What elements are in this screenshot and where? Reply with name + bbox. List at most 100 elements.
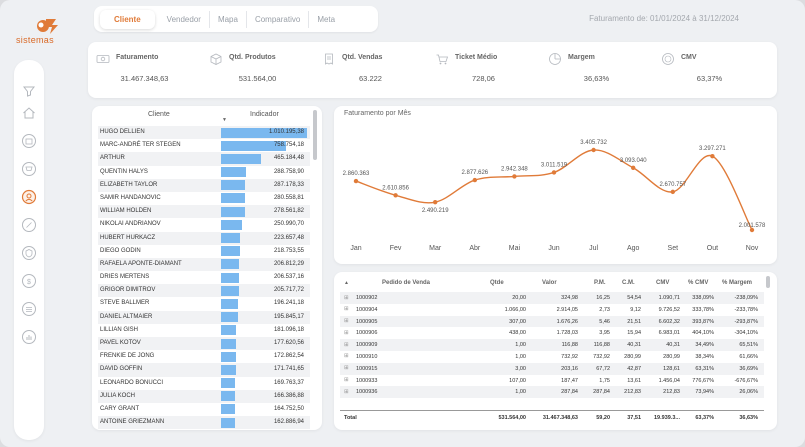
table-row[interactable]: DANIEL ALTMAIER 195.845,17 [98,310,310,324]
value-bar [221,312,238,323]
tab-meta[interactable]: Meta [317,14,336,24]
data-point[interactable] [433,199,438,205]
expand-icon[interactable]: ⊞ [344,341,349,348]
table-row[interactable]: GRIGOR DIMITROV 205.717,72 [98,284,310,298]
table-row[interactable]: SAMIR HANDANOVIC 280.558,81 [98,192,310,205]
table-row[interactable]: ANTOINE GRIEZMANN 162.886,94 [98,416,310,430]
data-label: 2.490.219 [422,208,449,214]
data-point[interactable] [512,174,517,179]
order-cell: 438,00 [509,330,526,337]
customer-value: 162.886,94 [273,419,304,426]
kpi-value: 531.564,00 [238,74,277,83]
table-row[interactable]: PAVEL KOTOV 177.620,56 [98,337,310,351]
store-icon[interactable] [20,132,38,150]
expand-icon[interactable]: ⊞ [344,388,349,395]
col-cm[interactable]: C.M. [622,280,635,286]
order-cell: 15,94 [627,330,641,337]
col-cliente[interactable]: Cliente [148,111,170,118]
table-row[interactable]: LEONARDO BONUCCI 169.763,37 [98,377,310,390]
table-row[interactable]: ⊞ 1000910 1,00 732,92 732,92 280,99 280,99 38,3… [340,351,764,363]
dollar-icon[interactable]: $ [20,272,38,290]
value-bar [221,153,261,164]
col-qtde[interactable]: Qtde [490,280,504,286]
table-row[interactable]: HUGO DELLIEN 1.010.195,38 [98,126,310,140]
sort-up-icon[interactable]: ▲ [344,280,349,286]
col-indicador[interactable]: Indicador [250,111,279,118]
kpi-label: Margem [568,54,595,61]
customer-scrollbar[interactable] [313,110,317,160]
cart-icon[interactable] [20,160,38,178]
table-row[interactable]: DIEGO GODIN 218.753,55 [98,245,310,258]
col-cmv[interactable]: CMV [656,280,670,286]
data-point[interactable] [670,189,675,195]
col-pedido[interactable]: Pedido de Venda [382,280,431,286]
order-cell: 116,88 [593,342,610,349]
tab-comparativo[interactable]: Comparativo [247,10,310,28]
order-cell: 13,61 [627,377,641,384]
orders-scrollbar[interactable] [766,276,770,288]
table-row[interactable]: DRIES MERTENS 206.537,16 [98,271,310,284]
data-point[interactable] [551,170,557,175]
table-row[interactable]: FRENKIE DE JONG 172.862,54 [98,350,310,363]
table-row[interactable]: NIKOLAI ANDRIANOV 250.990,70 [98,218,310,231]
shield-icon[interactable] [20,244,38,262]
order-cell: -238,09% [734,295,758,301]
col-pct-margem[interactable]: % Margem [722,280,753,286]
table-row[interactable]: ⊞ 1000909 1,00 116,88 116,88 40,31 40,31 34,49%… [340,339,764,351]
filter-icon[interactable] [20,82,38,100]
table-row[interactable]: RAFAELA APONTE-DIAMANT 206.812,29 [98,257,310,272]
customer-name: DANIEL ALTMAIER [100,313,153,320]
table-row[interactable]: CARY GRANT 164.752,50 [98,403,310,416]
table-row[interactable]: ⊞ 1000915 3,00 203,16 67,72 42,87 128,61 63,31%… [340,362,764,375]
data-point[interactable] [631,165,636,171]
expand-icon[interactable]: ⊞ [344,377,349,384]
data-point[interactable] [472,177,477,183]
table-row[interactable]: QUENTIN HALYS 288.758,90 [98,166,310,179]
expand-icon[interactable]: ⊞ [344,353,349,360]
data-point[interactable] [710,153,715,159]
data-point[interactable] [353,178,359,184]
table-row[interactable]: ⊞ 1000936 1,00 287,84 287,84 212,83 212,83 73,9… [340,386,764,399]
col-pm[interactable]: P.M. [594,280,606,286]
table-row[interactable]: LILLIAN GISH 181.096,18 [98,324,310,337]
tag-icon[interactable] [20,216,38,234]
value-bar [221,298,238,309]
table-row[interactable]: HUBERT HURKACZ 223.657,48 [98,231,310,245]
table-row[interactable]: JULIA KOCH 166.386,88 [98,389,310,403]
tab-cliente[interactable]: Cliente [100,9,155,29]
table-row[interactable]: ⊞ 1000933 107,00 187,47 1,75 13,61 1.456,04 776… [340,375,764,387]
logo-text: sistemas [16,35,54,45]
value-bar [221,246,240,257]
x-tick-label: Jun [548,245,559,252]
table-row[interactable]: ARTHUR 465.184,48 [98,152,310,166]
kpi-label: Faturamento [116,54,159,61]
box-icon[interactable] [20,300,38,318]
expand-icon[interactable]: ⊞ [344,306,349,313]
expand-icon[interactable]: ⊞ [344,365,349,372]
table-row[interactable]: WILLIAM HOLDEN 278.561,82 [98,205,310,219]
data-point[interactable] [749,227,755,233]
home-icon[interactable] [20,104,38,122]
col-valor[interactable]: Valor [542,280,557,286]
chart-icon[interactable] [20,328,38,346]
expand-icon[interactable]: ⊞ [344,294,349,301]
tab-vendedor[interactable]: Vendedor [159,10,210,28]
table-row[interactable]: ⊞ 1000902 20,00 324,98 16,25 54,54 1.090,71 338… [340,292,764,304]
table-row[interactable]: ELIZABETH TAYLOR 287.178,33 [98,178,310,192]
sort-down-icon[interactable]: ▼ [222,117,227,123]
table-row[interactable]: STEVE BALLMER 196.241,18 [98,297,310,310]
col-pct-cmv[interactable]: % CMV [688,280,709,286]
customer-value: 177.620,56 [273,340,304,346]
data-point[interactable] [393,193,398,198]
user-icon[interactable] [20,188,38,206]
table-row[interactable]: ⊞ 1000906 438,00 1.728,03 3,95 15,94 6.983,01 4… [340,327,764,339]
table-row[interactable]: ⊞ 1000905 307,00 1.676,26 5,46 21,51 6.602,32 3… [340,315,764,328]
expand-icon[interactable]: ⊞ [344,329,349,336]
expand-icon[interactable]: ⊞ [344,318,349,325]
table-row[interactable]: DAVID GOFFIN 171.741,65 [98,363,310,377]
table-row[interactable]: MARC-ANDRÉ TER STEGEN 758.754,18 [98,139,310,152]
data-point[interactable] [591,147,596,153]
tab-mapa[interactable]: Mapa [210,10,247,28]
order-cell: 38,34% [695,353,714,360]
table-row[interactable]: ⊞ 1000904 1.066,00 2.914,05 2,73 9,12 9.726,52… [340,304,764,316]
